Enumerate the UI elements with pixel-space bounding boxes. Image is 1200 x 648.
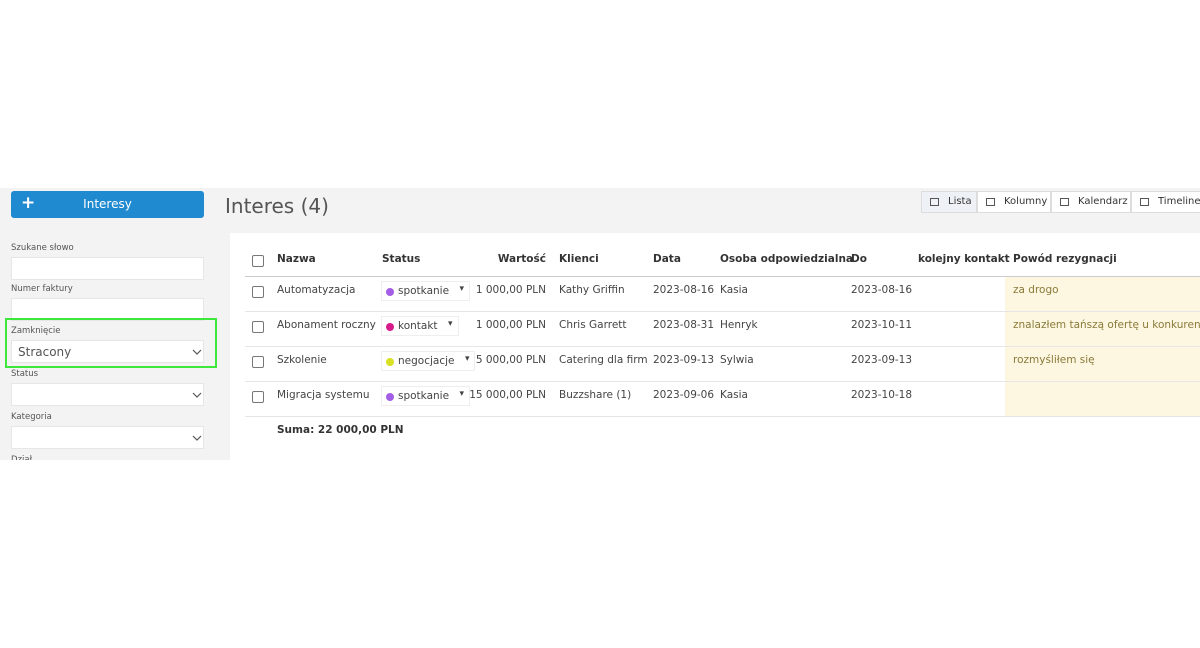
tab-icon: [930, 198, 939, 206]
row-rule: [245, 311, 1200, 312]
column-header: Wartość: [497, 253, 546, 265]
tab-label: Kolumny: [1004, 196, 1048, 207]
status-dot: [386, 393, 394, 401]
app-area: + Interesy Szukane słowo Numer faktury Zamkn…: [0, 188, 1200, 460]
tab-icon: [1060, 198, 1069, 206]
column-header: Do: [851, 253, 867, 265]
tab-label: Lista: [948, 196, 972, 207]
cell-text: Chris Garrett: [559, 319, 627, 331]
row-rule: [245, 381, 1200, 382]
cell-text: za drogo: [1013, 284, 1059, 296]
field-label: Numer faktury: [11, 284, 73, 294]
view-tab[interactable]: Timeline: [1131, 191, 1200, 213]
checkbox[interactable]: [252, 321, 264, 333]
cell-text: 2023-08-31: [653, 319, 715, 331]
column-header: Klienci: [559, 253, 599, 265]
select-input[interactable]: [11, 383, 204, 406]
view-tab[interactable]: Kalendarz: [1051, 191, 1131, 213]
status-dropdown[interactable]: spotkanie ▾: [381, 281, 471, 301]
select-input[interactable]: [11, 426, 204, 449]
cell-text: Kasia: [720, 284, 748, 296]
cell-text: 1 000,00 PLN: [475, 284, 546, 296]
deal-name[interactable]: Szkolenie: [277, 354, 327, 366]
column-header: kolejny kontakt: [918, 253, 1010, 265]
cell-text: znalazłem tańszą ofertę u konkurencji: [1013, 319, 1200, 331]
chevron: [192, 392, 202, 398]
cell-text: rozmyśliłem się: [1013, 354, 1095, 366]
cell-text: Catering dla firm: [559, 354, 648, 366]
caret: ▾: [459, 284, 465, 294]
cell-text: 2023-09-13: [851, 354, 913, 366]
field-label: Status: [11, 369, 39, 379]
cell-text: Sylwia: [720, 354, 754, 366]
checkbox[interactable]: [252, 286, 264, 298]
tab-icon: [986, 198, 995, 206]
button-label: Interesy: [83, 197, 132, 211]
column-header: Powód rezygnacji: [1013, 253, 1117, 265]
cell-text: Buzzshare (1): [559, 389, 632, 401]
field-label: Zamknięcie: [11, 326, 61, 336]
column-header: Data: [653, 253, 681, 265]
caret: ▾: [464, 354, 470, 364]
field-label: Szukane słowo: [11, 243, 74, 253]
text-input[interactable]: [11, 257, 204, 280]
tab-label: Kalendarz: [1078, 196, 1128, 207]
status-dropdown[interactable]: spotkanie ▾: [381, 386, 471, 406]
chevron: [192, 349, 202, 355]
new-button[interactable]: + Interesy: [11, 191, 204, 218]
page-title: Interes (4): [225, 194, 329, 218]
tab-label: Timeline: [1158, 196, 1200, 207]
deal-name[interactable]: Abonament roczny: [277, 319, 376, 331]
cell-text: 1 000,00 PLN: [475, 319, 546, 331]
column-header: Osoba odpowiedzialna: [720, 253, 853, 265]
rule: [245, 276, 1200, 277]
status-dot: [386, 288, 394, 296]
text-input[interactable]: [11, 298, 204, 321]
chevron: [192, 435, 202, 441]
tab-icon: [1140, 198, 1149, 206]
reason-column: [1005, 277, 1200, 417]
checkbox[interactable]: [252, 391, 264, 403]
cell-text: Kasia: [720, 389, 748, 401]
deal-name[interactable]: Migracja systemu: [277, 389, 370, 401]
cell-text: 2023-10-18: [851, 389, 913, 401]
checkbox[interactable]: [252, 356, 264, 368]
cell-text: 2023-08-16: [851, 284, 913, 296]
checkbox[interactable]: [252, 255, 264, 267]
row-rule: [245, 346, 1200, 347]
status-dropdown[interactable]: negocjacje ▾: [381, 351, 476, 371]
status-dot: [386, 358, 394, 366]
cell-text: 5 000,00 PLN: [475, 354, 546, 366]
status-dot: [386, 323, 394, 331]
caret: ▾: [459, 389, 465, 399]
plus: +: [21, 193, 36, 213]
highlight: [5, 318, 217, 368]
row-rule: [245, 416, 1200, 417]
deal-name[interactable]: Automatyzacja: [277, 284, 356, 296]
cell-text: 2023-09-13: [653, 354, 715, 366]
status-label: spotkanie: [398, 390, 450, 402]
status-label: spotkanie: [398, 285, 450, 297]
status-label: kontakt: [398, 320, 438, 332]
sum: Suma: 22 000,00 PLN: [277, 424, 404, 436]
view-tab[interactable]: Lista: [921, 191, 977, 213]
select-value: Stracony: [18, 345, 72, 359]
cell-text: Kathy Griffin: [559, 284, 625, 296]
status-label: negocjacje: [398, 355, 455, 367]
field-label: Kategoria: [11, 412, 52, 422]
caret: ▾: [448, 319, 453, 329]
column-header[interactable]: Nazwa: [277, 253, 316, 265]
cell-text: 2023-10-11: [851, 319, 913, 331]
view-tab[interactable]: Kolumny: [977, 191, 1051, 213]
status-dropdown[interactable]: kontakt ▾: [381, 316, 459, 336]
column-header: Status: [382, 253, 421, 265]
field-label: Dział: [11, 455, 32, 460]
select-input[interactable]: Stracony: [11, 340, 204, 363]
cell-text: Henryk: [720, 319, 758, 331]
cell-text: 15 000,00 PLN: [469, 389, 546, 401]
cell-text: 2023-09-06: [653, 389, 715, 401]
cell-text: 2023-08-16: [653, 284, 715, 296]
